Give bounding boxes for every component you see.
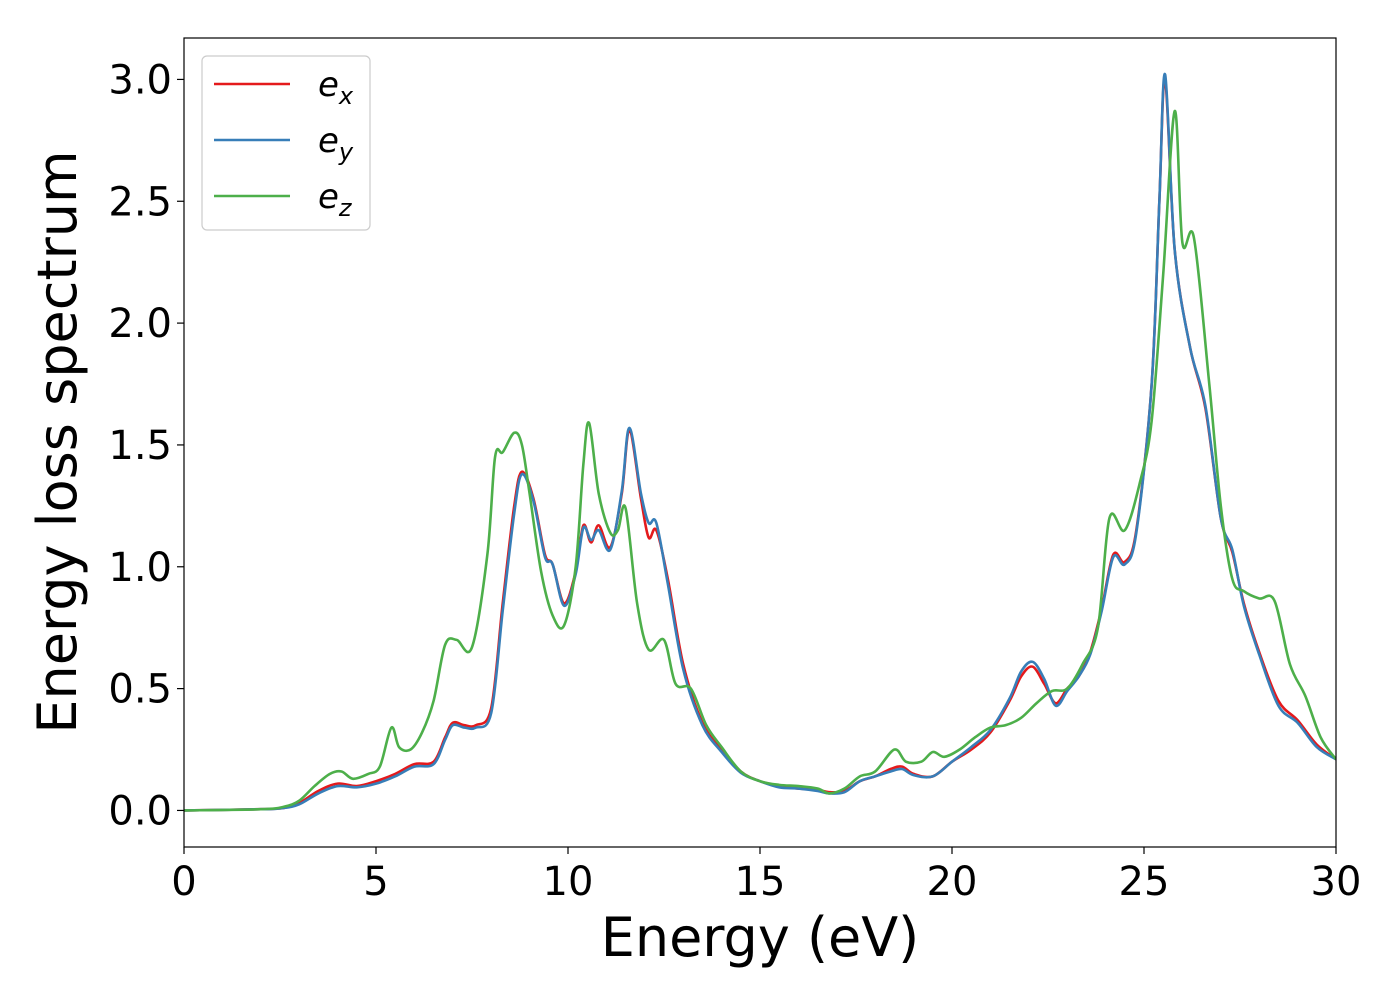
series-line-e-y (184, 73, 1336, 812)
x-tick-label: 20 (927, 859, 978, 905)
series-line-e-z (184, 109, 1336, 812)
y-tick-label: 2.5 (108, 179, 172, 225)
legend-label-e-x: ex (318, 65, 354, 110)
legend-label-e-z: ez (318, 177, 353, 222)
x-tick-label: 10 (543, 859, 594, 905)
x-tick-label: 30 (1311, 859, 1362, 905)
x-tick-label: 5 (363, 859, 388, 905)
legend: ex ey ez (201, 55, 371, 231)
x-tick-label: 15 (735, 859, 786, 905)
legend-box (201, 55, 371, 231)
y-tick-label: 0.5 (108, 667, 172, 713)
x-axis-title: Energy (eV) (601, 906, 920, 969)
y-axis-title: Energy loss spectrum (26, 150, 89, 733)
legend-label-e-y: ey (318, 121, 354, 166)
y-tick-label: 1.5 (108, 423, 172, 469)
y-axis: 0.0 0.5 1.0 1.5 2.0 2.5 3.0 (108, 57, 184, 834)
x-axis: 0 5 10 15 20 25 30 (171, 847, 1361, 905)
y-tick-label: 1.0 (108, 545, 172, 591)
y-tick-label: 2.0 (108, 301, 172, 347)
x-tick-label: 25 (1119, 859, 1170, 905)
y-tick-label: 0.0 (108, 788, 172, 834)
series-layer (184, 73, 1336, 812)
y-tick-label: 3.0 (108, 57, 172, 103)
x-tick-label: 0 (171, 859, 196, 905)
